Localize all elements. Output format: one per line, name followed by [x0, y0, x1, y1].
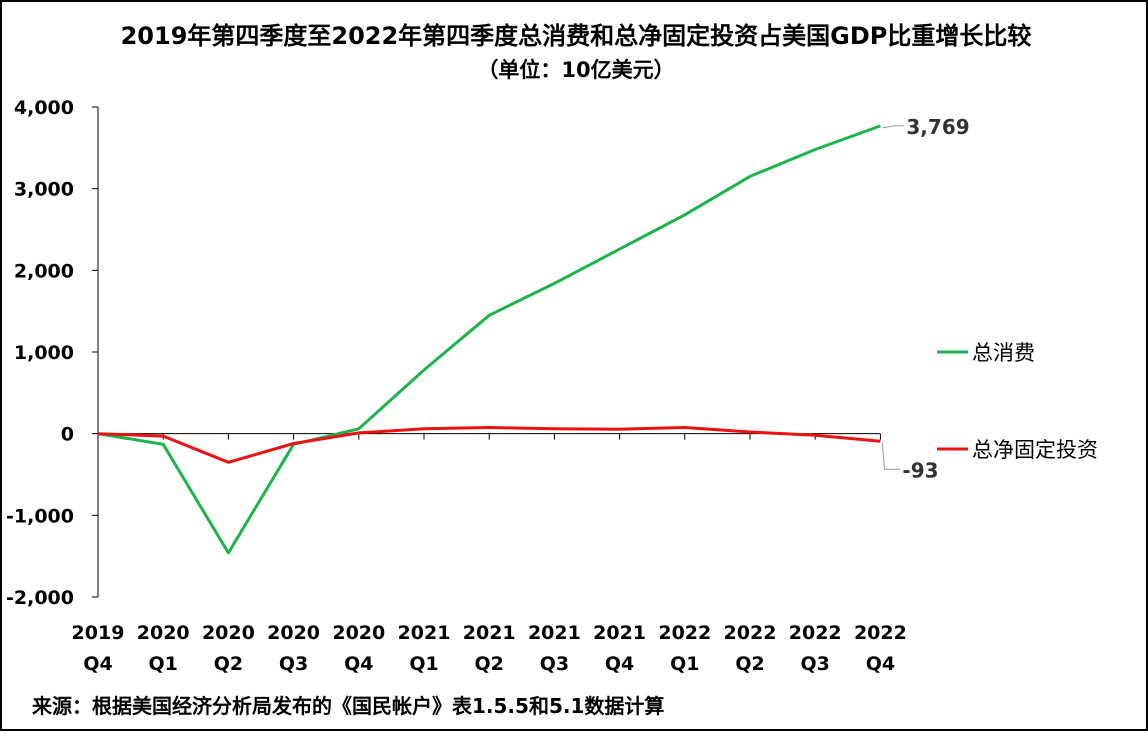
chart-subtitle: （单位：10亿美元） — [477, 58, 675, 82]
x-tick-label-quarter: Q1 — [409, 653, 438, 675]
chart-title: 2019年第四季度至2022年第四季度总消费和总净固定投资占美国GDP比重增长比… — [120, 22, 1032, 50]
x-tick-label-year: 2021 — [593, 622, 646, 644]
y-tick-label: 1,000 — [14, 342, 74, 364]
data-label-leader — [882, 125, 905, 129]
x-tick-label-quarter: Q1 — [149, 653, 178, 675]
y-tick-label: 4,000 — [14, 97, 74, 119]
data-label-investment: -93 — [902, 458, 938, 482]
x-tick-label-quarter: Q4 — [605, 653, 634, 675]
x-tick-label-year: 2019 — [72, 622, 125, 644]
x-tick-label-quarter: Q3 — [279, 653, 308, 675]
x-tick-label-year: 2020 — [267, 622, 320, 644]
x-tick-label-year: 2020 — [137, 622, 190, 644]
series-line-consumption — [97, 124, 881, 555]
x-tick-label-quarter: Q3 — [801, 653, 830, 675]
data-label-consumption: 3,769 — [906, 115, 969, 139]
x-tick-label-year: 2022 — [789, 622, 842, 644]
x-tick-label-year: 2020 — [332, 622, 385, 644]
x-tick-label-year: 2021 — [528, 622, 581, 644]
x-tick-label-year: 2021 — [398, 622, 451, 644]
x-tick-label-year: 2022 — [724, 622, 777, 644]
x-tick-label-quarter: Q4 — [866, 653, 895, 675]
x-tick-label-quarter: Q3 — [540, 653, 569, 675]
legend-label-investment: 总净固定投资 — [972, 438, 1098, 462]
data-label-leader — [881, 443, 901, 470]
x-tick-label-quarter: Q2 — [214, 653, 243, 675]
x-tick-label-year: 2022 — [854, 622, 907, 644]
y-tick-label: 0 — [61, 424, 74, 446]
x-tick-label-year: 2020 — [202, 622, 255, 644]
x-tick-label-year: 2021 — [463, 622, 516, 644]
x-tick-label-year: 2022 — [658, 622, 711, 644]
legend-label-consumption: 总消费 — [972, 341, 1035, 365]
x-tick-label-quarter: Q2 — [735, 653, 764, 675]
x-tick-label-quarter: Q2 — [475, 653, 504, 675]
series-line-investment — [97, 426, 881, 464]
x-tick-label-quarter: Q1 — [670, 653, 699, 675]
x-tick-label-quarter: Q4 — [83, 653, 112, 675]
y-tick-label: -2,000 — [6, 587, 74, 609]
chart-source: 来源：根据美国经济分析局发布的《国民帐户》表1.5.5和5.1数据计算 — [32, 694, 665, 718]
x-tick-label-quarter: Q4 — [344, 653, 373, 675]
y-tick-label: -1,000 — [6, 505, 74, 527]
y-tick-label: 2,000 — [14, 260, 74, 282]
y-tick-label: 3,000 — [14, 179, 74, 201]
